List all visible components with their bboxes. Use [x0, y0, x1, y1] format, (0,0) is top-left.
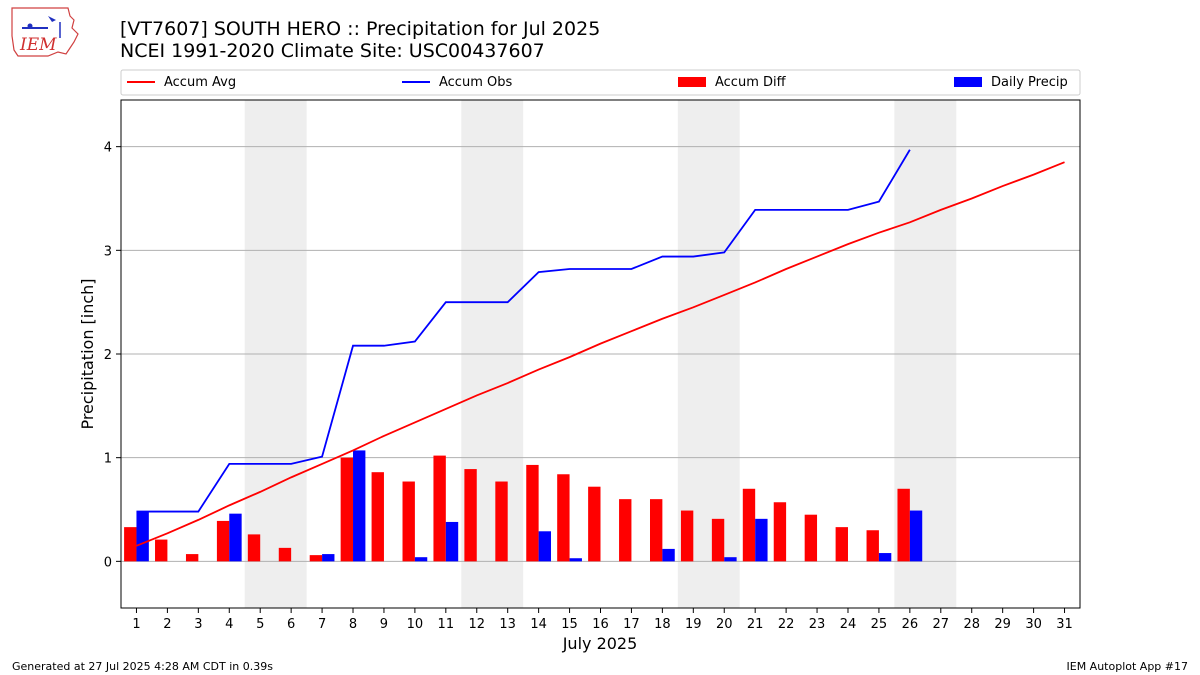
x-axis-label: July 2025	[562, 634, 638, 653]
daily-precip-bar	[755, 518, 768, 562]
y-axis-label: Precipitation [inch]	[78, 278, 97, 429]
accum-diff-bar	[495, 481, 508, 562]
x-tick-label: 12	[468, 617, 485, 632]
accum-diff-bar	[402, 481, 415, 562]
legend-accum-obs: Accum Obs	[402, 75, 512, 90]
x-tick-label: 13	[499, 617, 516, 632]
x-tick-label: 4	[225, 617, 233, 632]
daily-precip-bar	[878, 553, 892, 562]
x-tick-label: 7	[318, 617, 326, 632]
footer-generated: Generated at 27 Jul 2025 4:28 AM CDT in …	[12, 660, 273, 673]
daily-precip-bar	[569, 558, 582, 562]
daily-precip-bar	[353, 450, 366, 562]
accum-diff-bar	[742, 488, 756, 562]
accum-diff-bar	[247, 534, 261, 562]
footer-app: IEM Autoplot App #17	[1067, 660, 1189, 673]
daily-precip-bar	[414, 557, 428, 562]
accum-diff-bar	[526, 464, 539, 562]
x-tick-label: 23	[809, 617, 826, 632]
x-tick-label: 10	[407, 617, 424, 632]
accum-avg-line	[136, 161, 1065, 547]
x-tick-label: 1	[132, 617, 140, 632]
accum-diff-bar	[464, 469, 477, 562]
accum-diff-bar	[649, 499, 663, 562]
accum-diff-bar	[371, 472, 384, 562]
daily-precip-bar	[445, 521, 459, 562]
x-tick-label: 24	[840, 617, 857, 632]
y-tick-label: 2	[104, 348, 112, 363]
legend-label: Accum Diff	[715, 75, 787, 90]
accum-diff-bar	[433, 455, 446, 562]
accum-diff-bar	[216, 520, 230, 562]
x-tick-label: 26	[902, 617, 919, 632]
x-tick-label: 3	[194, 617, 202, 632]
x-tick-label: 31	[1056, 617, 1073, 632]
chart-subtitle: NCEI 1991-2020 Climate Site: USC00437607	[120, 40, 545, 62]
x-tick-label: 8	[349, 617, 357, 632]
x-tick-label: 18	[654, 617, 671, 632]
x-tick-label: 28	[963, 617, 980, 632]
x-tick-label: 21	[747, 617, 764, 632]
daily-precip-bar	[322, 554, 335, 562]
x-tick-label: 27	[933, 617, 950, 632]
axes-frame	[120, 99, 1081, 609]
daily-precip-bar	[538, 531, 552, 562]
accum-diff-bar	[278, 547, 292, 562]
daily-precip-bar	[662, 548, 675, 562]
accum-diff-bar	[866, 530, 879, 562]
x-tick-label: 25	[871, 617, 888, 632]
daily-precip-bar	[724, 557, 737, 562]
x-tick-label: 11	[438, 617, 455, 632]
x-tick-label: 14	[530, 617, 547, 632]
x-tick-label: 5	[256, 617, 264, 632]
accum-diff-bar	[773, 502, 787, 562]
x-tick-label: 9	[380, 617, 388, 632]
daily-precip-bar	[909, 510, 923, 562]
legend-swatch	[678, 77, 706, 87]
daily-precip-bar	[229, 513, 242, 562]
legend: Accum Avg Accum Obs Accum Diff Daily Precip	[120, 69, 1081, 96]
y-tick-label: 1	[104, 452, 112, 467]
accum-diff-bar	[340, 457, 354, 562]
accum-diff-bar	[897, 488, 910, 562]
legend-label: Accum Obs	[439, 75, 512, 90]
legend-swatch	[954, 77, 982, 87]
accum-diff-bar	[804, 514, 818, 562]
accum-diff-bar	[680, 510, 694, 562]
daily-precip-bar	[136, 511, 149, 562]
x-tick-label: 29	[994, 617, 1011, 632]
accum-diff-bar	[711, 518, 725, 562]
iem-logo: IEM	[8, 6, 80, 60]
accum-diff-bar	[124, 527, 137, 562]
accum-diff-bar	[155, 539, 168, 562]
accum-diff-bar	[588, 486, 601, 562]
y-tick-label: 4	[104, 141, 112, 156]
legend-accum-avg: Accum Avg	[127, 75, 236, 90]
legend-accum-diff: Accum Diff	[678, 75, 787, 90]
x-tick-label: 17	[623, 617, 640, 632]
svg-text:IEM: IEM	[19, 35, 57, 55]
accum-diff-bar	[619, 499, 632, 562]
x-tick-label: 16	[592, 617, 609, 632]
x-tick-label: 19	[685, 617, 702, 632]
y-tick-label: 0	[104, 555, 112, 570]
legend-label: Daily Precip	[991, 75, 1068, 90]
x-tick-label: 20	[716, 617, 733, 632]
accum-obs-line	[136, 149, 911, 513]
accum-diff-bar	[835, 527, 848, 562]
accum-diff-bar	[557, 474, 570, 562]
accum-diff-bar	[185, 554, 199, 562]
accum-diff-bar	[309, 555, 323, 562]
x-tick-label: 22	[778, 617, 795, 632]
x-tick-label: 2	[163, 617, 171, 632]
y-tick-label: 3	[104, 244, 112, 259]
legend-daily-precip: Daily Precip	[954, 75, 1068, 90]
x-tick-label: 6	[287, 617, 295, 632]
x-tick-label: 30	[1025, 617, 1042, 632]
chart-title: [VT7607] SOUTH HERO :: Precipitation for…	[120, 18, 600, 40]
legend-label: Accum Avg	[164, 75, 236, 90]
x-tick-label: 15	[561, 617, 578, 632]
